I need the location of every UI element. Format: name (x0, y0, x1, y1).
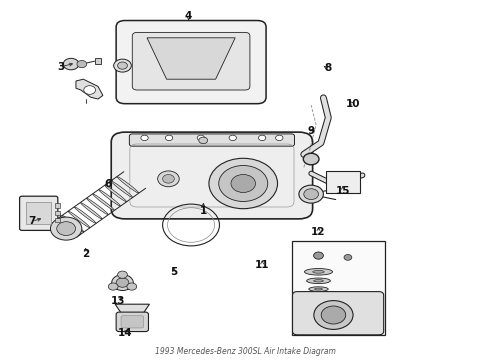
Circle shape (259, 135, 266, 140)
Circle shape (321, 306, 346, 324)
Circle shape (63, 58, 79, 70)
Circle shape (219, 166, 268, 202)
Circle shape (77, 60, 87, 68)
Circle shape (231, 175, 255, 193)
Ellipse shape (68, 211, 90, 228)
Circle shape (116, 278, 129, 287)
Text: 5: 5 (171, 267, 177, 277)
FancyBboxPatch shape (132, 32, 250, 90)
Circle shape (197, 135, 205, 140)
Circle shape (163, 175, 174, 183)
Ellipse shape (93, 194, 115, 211)
Circle shape (314, 301, 353, 329)
Text: 14: 14 (118, 328, 132, 338)
Polygon shape (76, 79, 103, 99)
Circle shape (84, 86, 96, 94)
Text: 3: 3 (58, 62, 65, 72)
FancyBboxPatch shape (116, 312, 148, 332)
Text: 15: 15 (336, 186, 350, 196)
Bar (26, 202, 51, 224)
Circle shape (112, 275, 133, 291)
Ellipse shape (309, 287, 328, 291)
FancyBboxPatch shape (111, 132, 313, 219)
Bar (55, 211, 60, 215)
Circle shape (199, 137, 208, 144)
Text: 6: 6 (104, 179, 111, 189)
Circle shape (165, 135, 172, 140)
Circle shape (314, 252, 323, 259)
Text: 13: 13 (110, 296, 125, 306)
Circle shape (229, 135, 237, 140)
Bar (292, 241, 385, 335)
Ellipse shape (74, 207, 96, 224)
Circle shape (118, 271, 127, 278)
Text: 7: 7 (28, 216, 36, 226)
Circle shape (158, 171, 179, 187)
Bar (55, 203, 60, 208)
Circle shape (127, 283, 137, 290)
Ellipse shape (313, 270, 324, 273)
Text: 2: 2 (82, 249, 89, 259)
Circle shape (344, 255, 352, 260)
FancyBboxPatch shape (121, 316, 144, 328)
Ellipse shape (315, 288, 322, 290)
Circle shape (118, 62, 127, 69)
Polygon shape (147, 38, 235, 79)
Ellipse shape (314, 280, 323, 282)
Text: 4: 4 (185, 11, 193, 21)
Bar (326, 171, 360, 193)
FancyBboxPatch shape (129, 134, 294, 146)
Ellipse shape (86, 198, 108, 215)
Ellipse shape (304, 269, 333, 275)
Circle shape (50, 217, 82, 240)
Circle shape (57, 222, 75, 235)
Circle shape (209, 158, 277, 209)
Text: 11: 11 (255, 260, 270, 270)
Circle shape (114, 59, 131, 72)
Text: 8: 8 (325, 63, 332, 73)
Ellipse shape (62, 215, 84, 232)
Circle shape (275, 135, 283, 140)
Text: 9: 9 (308, 126, 315, 136)
Polygon shape (115, 304, 149, 315)
Text: 1993 Mercedes-Benz 300SL Air Intake Diagram: 1993 Mercedes-Benz 300SL Air Intake Diag… (154, 346, 336, 356)
Bar (55, 218, 60, 222)
Text: 1: 1 (200, 206, 207, 216)
Circle shape (141, 135, 148, 140)
Circle shape (108, 283, 118, 290)
Ellipse shape (98, 189, 121, 206)
FancyBboxPatch shape (293, 292, 384, 335)
Ellipse shape (117, 176, 139, 193)
Ellipse shape (111, 181, 133, 198)
Bar (95, 58, 101, 64)
Text: 10: 10 (345, 99, 360, 109)
Circle shape (299, 185, 323, 203)
Ellipse shape (307, 278, 330, 284)
FancyBboxPatch shape (20, 196, 58, 230)
Ellipse shape (80, 202, 102, 219)
Circle shape (303, 153, 319, 165)
Ellipse shape (105, 185, 126, 202)
Circle shape (304, 189, 318, 199)
FancyBboxPatch shape (116, 21, 266, 104)
Text: 12: 12 (311, 227, 326, 237)
